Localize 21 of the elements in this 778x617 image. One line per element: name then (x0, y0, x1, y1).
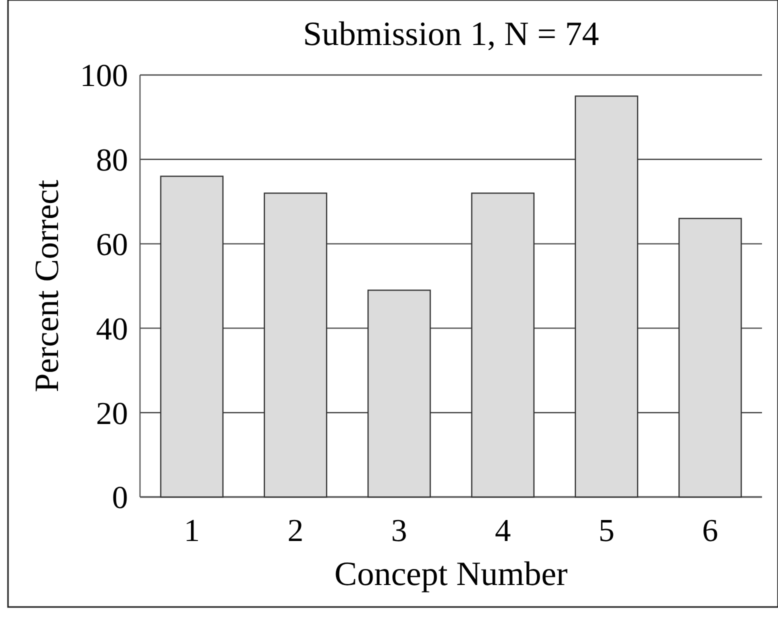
x-tick-label: 1 (184, 512, 200, 548)
chart-title: Submission 1, N = 74 (303, 16, 599, 53)
bar (264, 192, 328, 498)
x-tick-label: 4 (494, 512, 511, 548)
y-tick-label: 20 (96, 394, 128, 431)
bar (471, 192, 535, 498)
bar (574, 96, 638, 498)
y-tick-label: 40 (96, 310, 128, 346)
y-tick-label: 60 (96, 226, 128, 262)
x-tick-label: 6 (702, 512, 718, 548)
y-axis-title: Percent Correct (29, 179, 66, 392)
y-tick-label: 100 (80, 57, 128, 94)
y-tick-label: 0 (112, 479, 128, 516)
x-tick-label: 3 (391, 512, 408, 548)
bar (367, 290, 431, 498)
bar (160, 176, 224, 498)
y-tick-label: 80 (96, 142, 128, 178)
x-axis-title: Concept Number (334, 556, 568, 593)
bar (678, 218, 742, 498)
x-tick-label: 5 (598, 512, 614, 548)
x-tick-label: 2 (288, 512, 304, 548)
